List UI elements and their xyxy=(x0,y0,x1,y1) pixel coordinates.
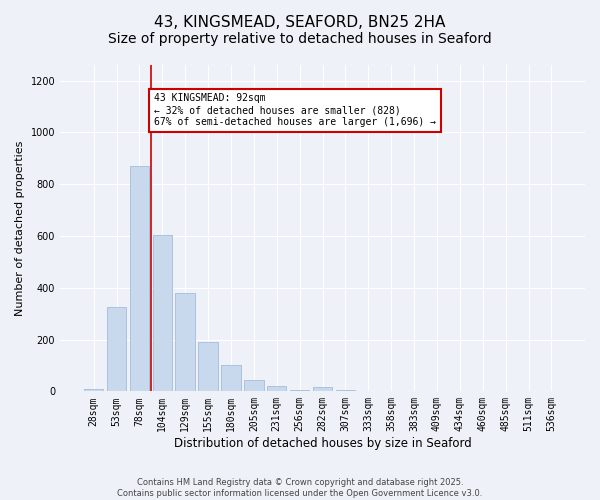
Bar xyxy=(175,294,195,392)
Text: Size of property relative to detached houses in Seaford: Size of property relative to detached ho… xyxy=(108,32,492,46)
X-axis label: Distribution of detached houses by size in Seaford: Distribution of detached houses by size … xyxy=(173,437,472,450)
Bar xyxy=(335,390,355,392)
Text: 43, KINGSMEAD, SEAFORD, BN25 2HA: 43, KINGSMEAD, SEAFORD, BN25 2HA xyxy=(154,15,446,30)
Bar xyxy=(199,342,218,392)
Bar xyxy=(152,234,172,392)
Bar xyxy=(267,386,286,392)
Bar xyxy=(221,364,241,392)
Text: Contains HM Land Registry data © Crown copyright and database right 2025.
Contai: Contains HM Land Registry data © Crown c… xyxy=(118,478,482,498)
Bar xyxy=(84,388,103,392)
Bar xyxy=(130,166,149,392)
Y-axis label: Number of detached properties: Number of detached properties xyxy=(15,140,25,316)
Bar xyxy=(244,380,263,392)
Bar xyxy=(290,390,310,392)
Text: 43 KINGSMEAD: 92sqm
← 32% of detached houses are smaller (828)
67% of semi-detac: 43 KINGSMEAD: 92sqm ← 32% of detached ho… xyxy=(154,94,436,126)
Bar xyxy=(313,386,332,392)
Bar xyxy=(107,307,126,392)
